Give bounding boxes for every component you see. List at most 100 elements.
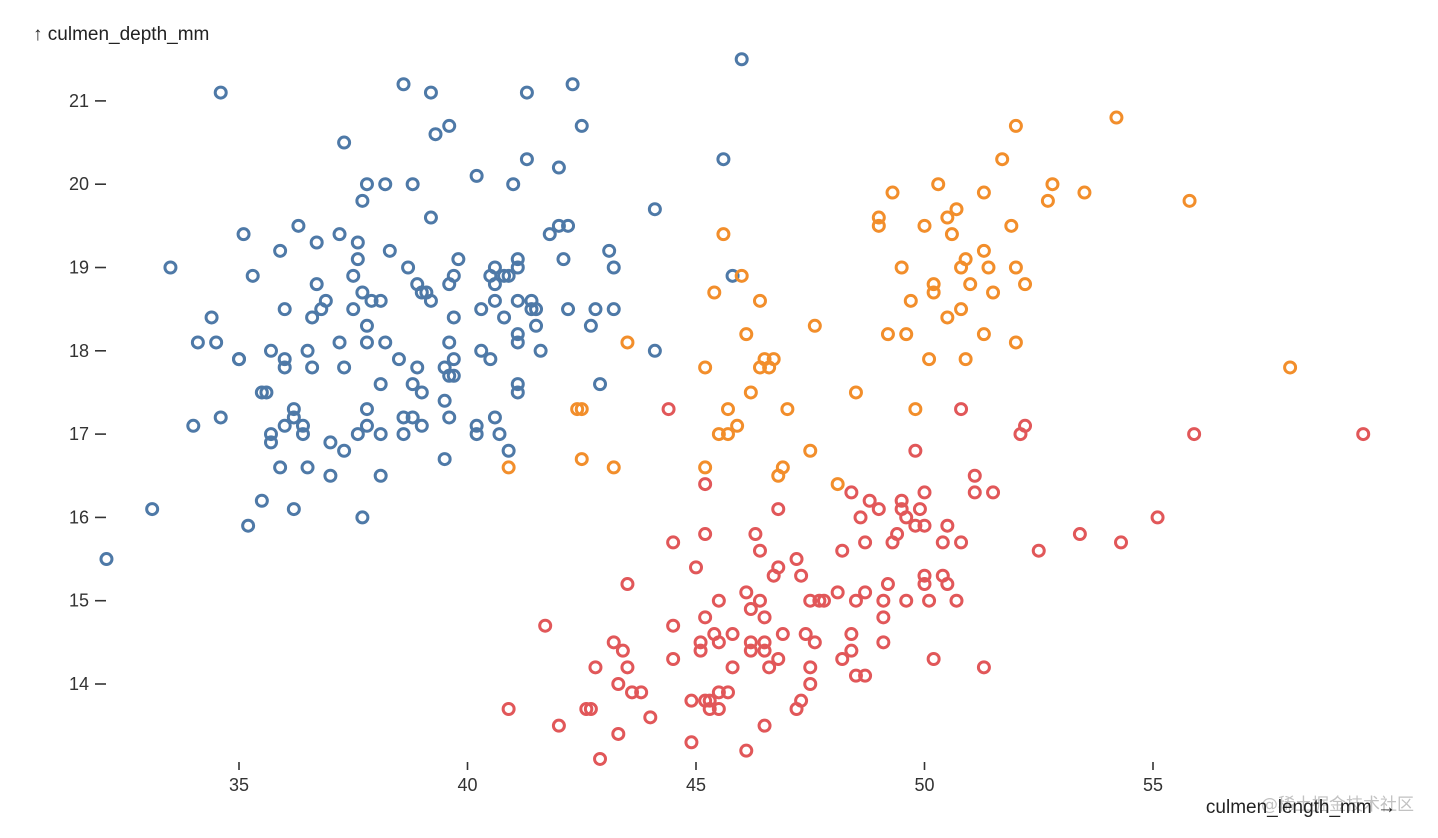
data-point xyxy=(497,310,512,325)
data-point xyxy=(880,577,895,592)
data-point xyxy=(698,360,713,375)
data-point xyxy=(350,252,365,267)
data-point xyxy=(538,618,553,633)
data-point xyxy=(922,593,937,608)
data-point xyxy=(661,402,676,417)
data-point xyxy=(606,635,621,650)
data-point xyxy=(1187,427,1202,442)
data-point xyxy=(295,427,310,442)
data-point xyxy=(263,343,278,358)
data-point xyxy=(940,210,955,225)
data-point xyxy=(716,227,731,242)
data-point xyxy=(300,460,315,475)
data-point xyxy=(698,477,713,492)
data-point xyxy=(940,518,955,533)
data-point xyxy=(533,343,548,358)
data-point xyxy=(510,385,525,400)
data-point xyxy=(579,701,594,716)
data-point xyxy=(350,235,365,250)
data-point xyxy=(259,385,274,400)
data-point xyxy=(565,77,580,92)
data-point xyxy=(241,518,256,533)
data-point xyxy=(437,393,452,408)
data-point xyxy=(908,518,923,533)
data-point xyxy=(414,285,429,300)
data-point xyxy=(716,152,731,167)
y-tick-label: 16 xyxy=(69,507,89,527)
data-point xyxy=(707,285,722,300)
data-point xyxy=(894,493,909,508)
data-point xyxy=(862,493,877,508)
data-point xyxy=(995,152,1010,167)
data-point xyxy=(931,177,946,192)
data-point xyxy=(551,218,566,233)
data-point xyxy=(967,468,982,483)
data-point xyxy=(1072,527,1087,542)
x-axis: 35 40 45 50 55 xyxy=(229,762,1163,795)
data-point xyxy=(908,443,923,458)
data-point xyxy=(1356,427,1371,442)
data-point xyxy=(373,293,388,308)
watermark: @稀土掘金技术社区 xyxy=(1261,795,1414,815)
y-tick-label: 15 xyxy=(69,591,89,611)
data-point xyxy=(981,260,996,275)
data-point xyxy=(277,360,292,375)
data-point xyxy=(885,185,900,200)
x-tick-label: 40 xyxy=(457,775,477,795)
data-point xyxy=(506,177,521,192)
data-point xyxy=(830,477,845,492)
data-point xyxy=(510,377,525,392)
data-point xyxy=(976,185,991,200)
data-point xyxy=(405,410,420,425)
data-point xyxy=(469,418,484,433)
data-point xyxy=(396,427,411,442)
data-point xyxy=(606,460,621,475)
data-point xyxy=(625,685,640,700)
data-point xyxy=(469,168,484,183)
data-point xyxy=(757,643,772,658)
data-point xyxy=(561,218,576,233)
data-point xyxy=(689,560,703,575)
x-tick-label: 50 xyxy=(914,775,934,795)
data-point xyxy=(474,343,489,358)
data-point xyxy=(771,652,786,667)
data-point xyxy=(501,701,516,716)
data-point xyxy=(428,127,443,142)
data-point xyxy=(940,310,955,325)
data-point xyxy=(698,460,713,475)
data-point xyxy=(487,293,502,308)
data-point xyxy=(666,535,681,550)
data-point xyxy=(410,360,425,375)
data-point xyxy=(529,302,544,317)
data-point xyxy=(798,627,813,642)
data-point xyxy=(803,443,818,458)
data-point xyxy=(711,593,726,608)
data-point xyxy=(519,85,534,100)
data-point xyxy=(1008,260,1023,275)
data-point xyxy=(510,252,525,267)
data-point xyxy=(944,227,959,242)
data-point xyxy=(1283,360,1298,375)
data-point xyxy=(917,485,932,500)
data-point xyxy=(794,568,809,583)
data-point xyxy=(611,677,626,691)
data-point xyxy=(917,218,932,233)
data-point xyxy=(423,293,438,308)
data-point xyxy=(693,635,708,650)
data-point xyxy=(1018,277,1033,292)
data-point xyxy=(830,585,845,600)
data-point xyxy=(803,677,818,691)
data-point xyxy=(844,485,859,500)
data-point xyxy=(574,402,589,417)
data-point xyxy=(711,635,726,650)
data-point xyxy=(890,527,905,542)
data-point xyxy=(734,52,749,67)
data-point xyxy=(1150,510,1165,525)
data-point xyxy=(254,493,269,508)
data-point xyxy=(492,427,507,442)
data-point xyxy=(574,452,589,467)
data-point xyxy=(711,701,726,716)
data-point xyxy=(277,418,292,433)
data-point xyxy=(501,268,516,283)
y-axis: 14 15 16 17 18 19 20 21 xyxy=(69,91,106,694)
